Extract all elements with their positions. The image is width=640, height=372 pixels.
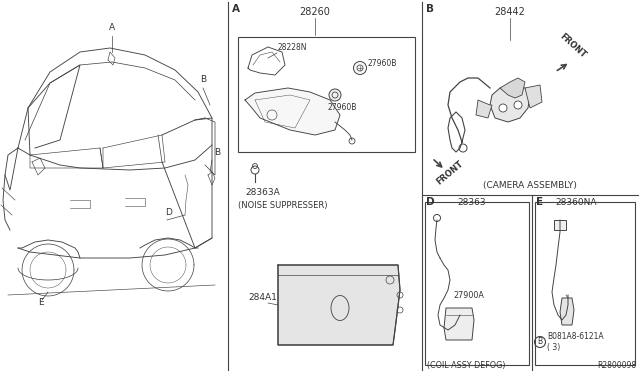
Text: (NOISE SUPPRESSER): (NOISE SUPPRESSER) [238,201,328,210]
Text: (CAMERA ASSEMBLY): (CAMERA ASSEMBLY) [483,181,577,190]
Polygon shape [490,85,530,122]
Text: 28260: 28260 [300,7,330,17]
Circle shape [329,89,341,101]
Text: B: B [426,4,434,14]
Text: A: A [232,4,240,14]
Polygon shape [560,298,574,325]
Text: B: B [214,148,220,157]
Text: D: D [426,197,435,207]
Text: R2800098: R2800098 [597,361,636,370]
Polygon shape [500,78,525,98]
Polygon shape [476,100,492,118]
Text: 28363A: 28363A [245,188,280,197]
Text: 28442: 28442 [495,7,525,17]
Circle shape [514,101,522,109]
Text: 28228N: 28228N [277,43,307,52]
Bar [238,37,415,152]
Circle shape [499,104,507,112]
Bar [535,202,635,365]
Polygon shape [245,88,340,135]
Text: D: D [165,208,172,217]
Text: 27960B: 27960B [368,59,397,68]
Text: B: B [538,337,543,346]
Polygon shape [444,308,474,340]
Text: 27960B: 27960B [328,103,357,112]
Text: FRONT: FRONT [558,32,588,60]
Polygon shape [525,85,542,108]
Polygon shape [278,265,400,345]
Bar [554,220,566,230]
Text: B081A8-6121A: B081A8-6121A [547,332,604,341]
Text: 28360NA: 28360NA [555,198,596,207]
Text: FRONT: FRONT [435,160,465,187]
Text: E: E [38,298,44,307]
Text: A: A [109,23,115,32]
Text: E: E [536,197,543,207]
Text: B: B [200,75,206,84]
Bar [425,202,529,365]
Text: 27900A: 27900A [453,291,484,300]
Text: (COIL ASSY DEFOG): (COIL ASSY DEFOG) [427,361,506,370]
Text: 284A1: 284A1 [248,293,277,302]
Circle shape [353,61,367,74]
Text: ( 3): ( 3) [547,343,560,352]
Text: 28363: 28363 [457,198,486,207]
